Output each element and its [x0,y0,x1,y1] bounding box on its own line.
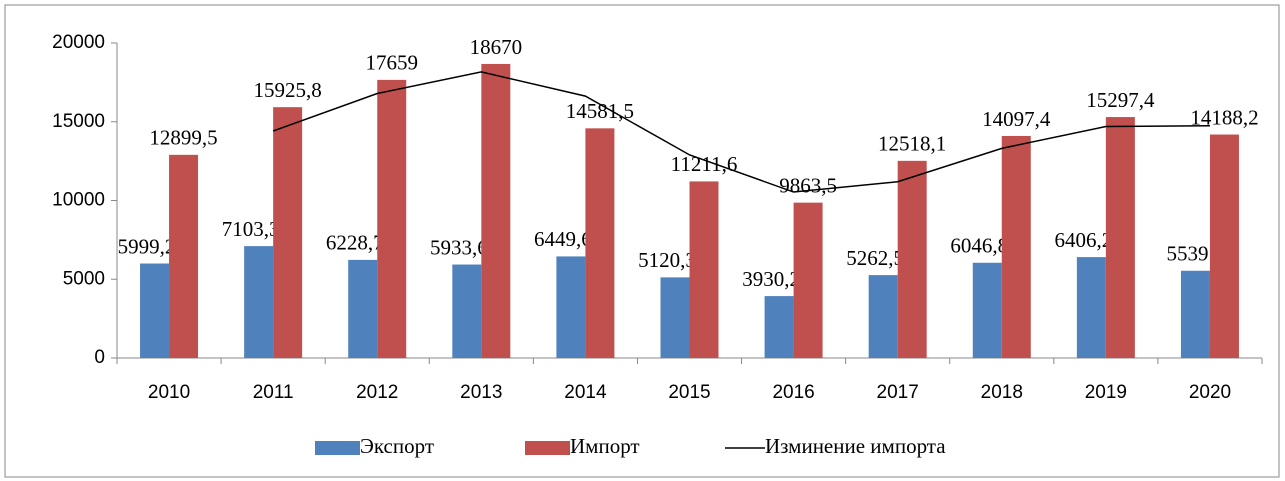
x-tick-label: 2020 [1189,382,1231,403]
x-tick-label: 2019 [1085,382,1127,403]
data-label: 18670 [470,35,523,59]
bar [556,256,586,358]
bar [244,246,274,358]
legend-label: Импорт [570,434,640,458]
x-tick-label: 2014 [564,382,607,403]
data-label: 6406,2 [1054,228,1112,252]
data-label: 5933,6 [430,235,488,259]
y-tick-label: 0 [94,347,105,368]
bar [348,259,378,358]
data-label: 6449,6 [534,227,592,251]
y-tick-label: 5000 [63,268,105,289]
y-tick-label: 10000 [52,190,105,211]
bar [764,296,794,358]
bar [1076,257,1106,358]
data-label: 7103,3 [222,217,280,241]
legend-label: Изминение импорта [765,434,946,458]
bar [481,63,511,358]
bar [972,262,1002,358]
legend-swatch [315,441,360,455]
data-label: 6228,7 [326,231,384,255]
bar [689,181,719,358]
bar [793,202,823,358]
data-label: 9863,5 [779,173,837,197]
x-tick-label: 2010 [148,382,190,403]
bar [1209,134,1239,358]
x-tick-label: 2012 [356,382,398,403]
data-label: 5120,3 [638,248,696,272]
y-tick-label: 15000 [52,111,105,132]
bar [273,107,303,359]
x-tick-label: 2015 [668,382,710,403]
data-label: 5999,2 [118,234,176,258]
bar [1180,270,1210,358]
legend-label: Экспорт [360,434,434,458]
data-label: 5539 [1166,242,1208,266]
x-tick-label: 2018 [981,382,1023,403]
data-label: 15297,4 [1086,88,1155,112]
data-label: 6046,8 [950,234,1008,258]
x-tick-label: 2017 [877,382,919,403]
data-label: 5262,5 [846,246,904,270]
data-label: 12899,5 [149,126,217,150]
data-label: 3930,2 [742,267,800,291]
bar [897,160,927,358]
x-tick-label: 2016 [772,382,814,403]
data-label: 12518,1 [878,132,946,156]
chart-border [4,4,1280,478]
data-label: 14097,4 [982,107,1051,131]
x-tick-label: 2013 [460,382,502,403]
line [272,71,1210,193]
bar [660,277,690,358]
bar [452,264,482,358]
bar [1001,135,1031,358]
bar [377,79,407,358]
data-label: 14581,5 [566,99,634,123]
bar [140,263,170,358]
x-tick-label: 2011 [253,382,294,403]
data-label: 11211,6 [671,152,738,176]
bar [169,154,199,358]
data-label: 15925,8 [254,78,322,102]
y-tick-label: 20000 [52,32,105,53]
bar [868,275,898,358]
bar [585,128,615,358]
data-label: 17659 [365,51,418,75]
legend-swatch [525,441,570,455]
bar [1105,117,1135,358]
